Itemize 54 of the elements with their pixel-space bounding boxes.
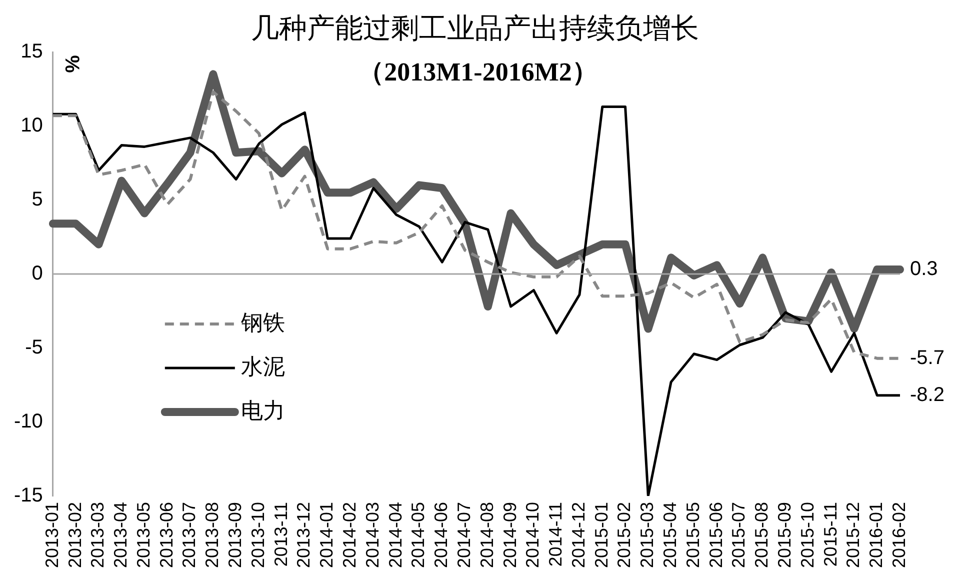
x-tick-label: 2014-10 bbox=[522, 502, 543, 568]
x-tick-label: 2014-02 bbox=[340, 502, 360, 568]
x-tick-label: 2013-02 bbox=[64, 502, 85, 568]
x-tick-label: 2015-05 bbox=[682, 502, 703, 568]
y-tick-label: -5 bbox=[25, 336, 43, 358]
chart-title: 几种产能过剩工业品产出持续负增长 bbox=[251, 13, 699, 44]
x-tick-label: 2016-01 bbox=[866, 502, 886, 568]
y-tick-label: 10 bbox=[20, 114, 43, 137]
annotation: -5.7 bbox=[910, 346, 944, 369]
x-tick-label: 2015-04 bbox=[660, 502, 680, 568]
y-tick-label: -15 bbox=[14, 484, 43, 506]
x-tick-label: 2014-11 bbox=[546, 502, 566, 567]
x-tick-label: 2015-01 bbox=[591, 502, 612, 568]
x-tick-label: 2013-05 bbox=[133, 502, 154, 568]
x-tick-label: 2014-09 bbox=[500, 502, 520, 568]
y-tick-label: -10 bbox=[14, 410, 43, 432]
x-tick-label: 2015-03 bbox=[637, 502, 658, 568]
x-tick-label: 2013-06 bbox=[156, 502, 176, 568]
x-tick-label: 2014-03 bbox=[362, 502, 382, 568]
x-tick-label: 2014-12 bbox=[568, 502, 588, 568]
x-tick-label: 2014-05 bbox=[408, 502, 428, 568]
x-tick-label: 2013-07 bbox=[179, 502, 200, 568]
x-tick-label: 2015-06 bbox=[706, 502, 726, 568]
x-tick-label: 2013-03 bbox=[88, 502, 108, 568]
x-tick-label: 2013-09 bbox=[225, 502, 246, 568]
x-tick-label: 2015-02 bbox=[614, 502, 634, 568]
legend-label: 电力 bbox=[240, 398, 285, 424]
x-tick-label: 2014-08 bbox=[476, 502, 497, 568]
x-tick-label: 2015-07 bbox=[728, 502, 749, 568]
annotation: 0.3 bbox=[910, 258, 938, 280]
x-tick-label: 2015-08 bbox=[752, 502, 772, 568]
y-tick-label: 0 bbox=[32, 262, 43, 284]
x-tick-label: 2013-08 bbox=[202, 502, 222, 568]
legend-label: 钢铁 bbox=[240, 310, 285, 336]
y-axis-title: % bbox=[60, 55, 82, 74]
x-tick-label: 2014-01 bbox=[316, 502, 337, 568]
annotation: -8.2 bbox=[910, 384, 944, 406]
x-tick-label: 2013-01 bbox=[42, 502, 62, 568]
x-tick-label: 2016-02 bbox=[888, 502, 909, 568]
x-tick-label: 2014-04 bbox=[385, 502, 406, 568]
legend-label: 水泥 bbox=[240, 354, 285, 380]
x-tick-label: 2015-11 bbox=[820, 502, 840, 567]
x-tick-label: 2015-12 bbox=[843, 502, 864, 568]
x-tick-label: 2013-10 bbox=[248, 502, 268, 568]
y-tick-label: 5 bbox=[32, 188, 43, 210]
x-tick-label: 2014-06 bbox=[431, 502, 452, 568]
x-tick-label: 2015-09 bbox=[774, 502, 794, 568]
x-tick-label: 2013-04 bbox=[110, 502, 131, 568]
x-tick-label: 2015-10 bbox=[797, 502, 818, 568]
y-tick-label: 15 bbox=[20, 40, 43, 63]
x-tick-label: 2014-07 bbox=[454, 502, 474, 568]
chart-subtitle: （2013M1-2016M2） bbox=[358, 58, 598, 87]
x-tick-label: 2013-12 bbox=[294, 502, 314, 568]
x-tick-label: 2013-11 bbox=[270, 502, 291, 567]
